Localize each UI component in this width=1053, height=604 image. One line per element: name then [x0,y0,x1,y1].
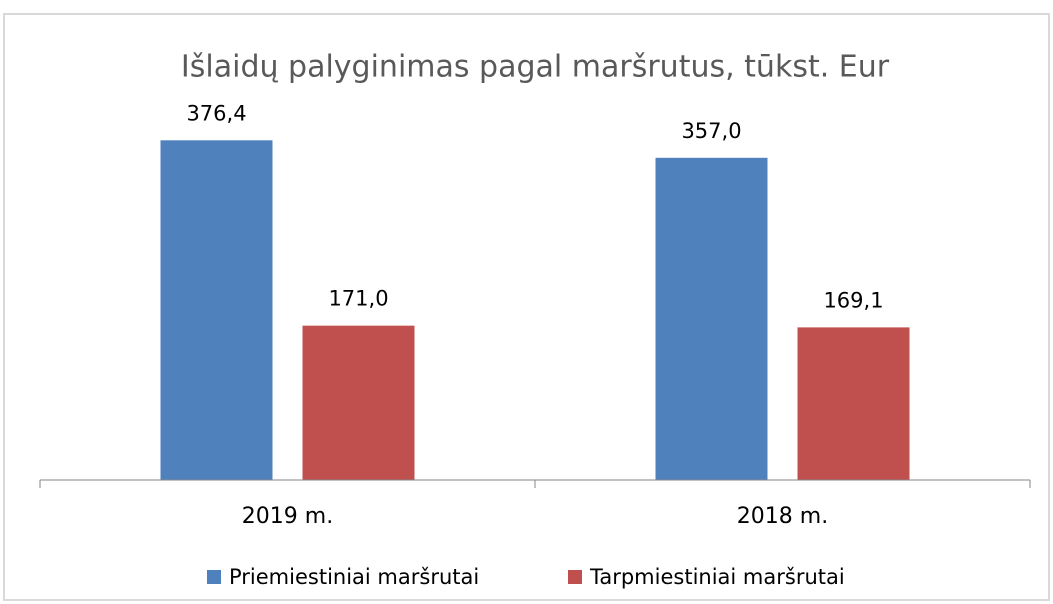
data-label: 169,1 [823,288,883,312]
bar [655,157,768,480]
legend-label: Priemiestiniai maršrutai [229,565,479,589]
bar [160,140,273,480]
data-label: 171,0 [328,287,388,311]
x-tick-label: 2019 m. [242,504,333,529]
bar [302,325,415,480]
legend-label: Tarpmiestiniai maršrutai [589,565,845,589]
legend-swatch [207,570,221,584]
data-label: 357,0 [681,119,741,143]
data-label: 376,4 [186,101,246,125]
chart-title: Išlaidų palyginimas pagal maršrutus, tūk… [181,50,890,85]
bar [797,327,910,480]
x-tick-label: 2018 m. [737,504,828,529]
legend-swatch [568,570,582,584]
